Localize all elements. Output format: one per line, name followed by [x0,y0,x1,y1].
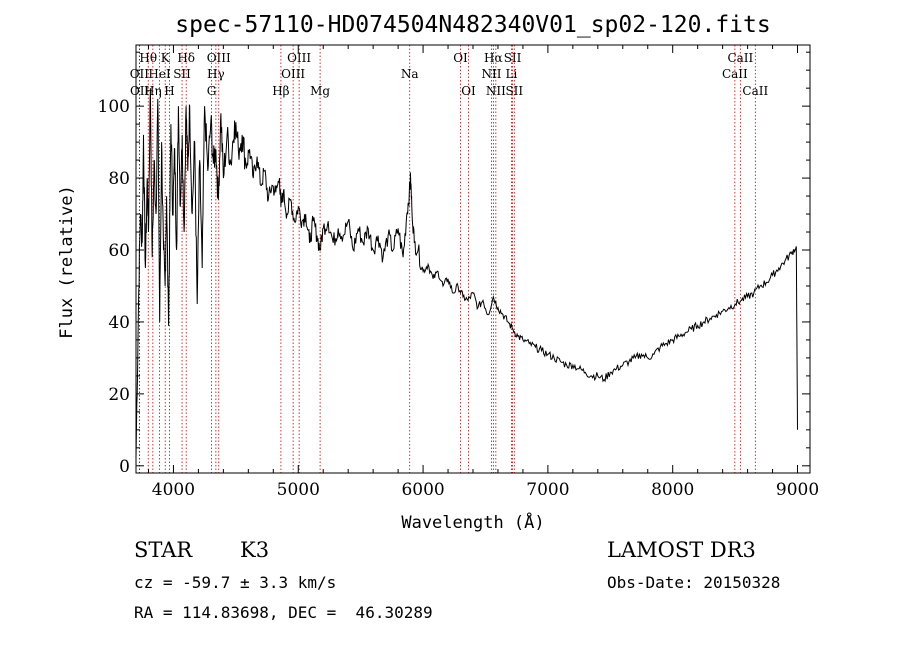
line-label: Hδ [177,51,195,65]
line-label: Hβ [272,84,289,98]
y-axis-label: Flux (relative) [57,185,77,339]
line-label: HeI [148,67,171,81]
line-label: CaII [742,84,768,98]
redshift-velocity: cz = -59.7 ± 3.3 km/s [134,573,337,592]
x-tick-label: 8000 [651,480,694,500]
y-tick-label: 100 [98,97,130,117]
y-tick-label: 40 [108,313,130,333]
x-tick-label: 7000 [526,480,569,500]
line-label: Hα [484,51,503,65]
coordinates: RA = 114.83698, DEC = 46.30289 [134,603,433,622]
line-label: H [164,84,174,98]
line-label: Hγ [207,67,225,81]
line-label: Mg [310,84,330,98]
spectrum-line [135,88,798,459]
line-label: Na [401,67,419,81]
line-label: Li [506,67,518,81]
x-tick-label: 5000 [277,480,320,500]
line-label: OII [130,67,150,81]
line-label: CaII [722,67,748,81]
line-label: OII [130,84,150,98]
line-label: OI [453,51,468,65]
spectral-line-markers [138,45,756,473]
line-label: NII [486,84,506,98]
survey-name: LAMOST DR3 [607,538,756,562]
line-label: OIII [281,67,305,81]
spectrum-series [135,88,798,459]
line-label: SII [173,67,191,81]
x-axis-label: Wavelength (Å) [401,511,544,533]
y-tick-label: 0 [119,457,130,477]
line-label: CaII [727,51,753,65]
observation-date: Obs-Date: 20150328 [607,573,781,592]
axis-ticks: 4000 5000 6000 7000 8000 9000 0 20 40 60 80 100 [98,45,819,500]
x-tick-label: 9000 [776,480,819,500]
x-tick-label: 4000 [152,480,195,500]
plot-frame [135,44,811,474]
line-label: NII [481,67,501,81]
line-label: SII [504,51,522,65]
line-label: Hθ [139,51,157,65]
line-label: OI [461,84,476,98]
y-tick-label: 80 [108,169,130,189]
line-label: SII [505,84,523,98]
chart-title: spec-57110-HD074504N482340V01_sp02-120.f… [175,12,770,38]
y-tick-label: 20 [108,385,130,405]
line-label: OIII [287,51,311,65]
line-label: K [161,51,171,65]
line-label: G [207,84,217,98]
line-label: OIII [207,51,231,65]
line-label: Hη [144,84,162,98]
y-tick-label: 60 [108,241,130,261]
object-class: STAR [134,538,193,562]
x-tick-label: 6000 [401,480,444,500]
object-subclass: K3 [240,538,270,562]
